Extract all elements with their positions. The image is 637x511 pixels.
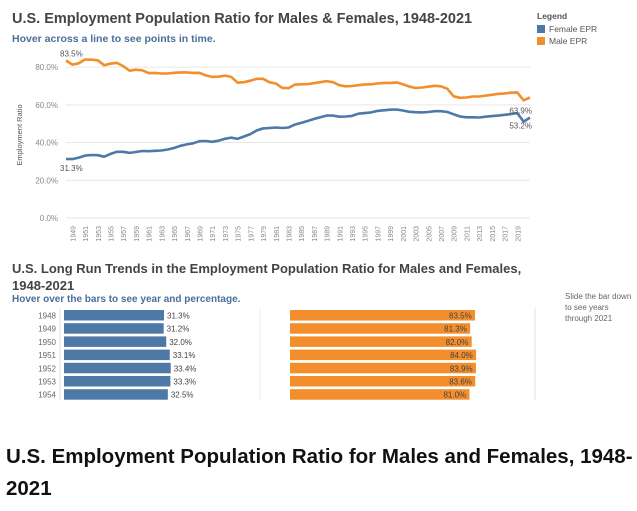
legend-label-male: Male EPR — [549, 36, 588, 46]
x-tick-label: 1957 — [121, 226, 128, 242]
female-bar — [64, 376, 171, 387]
data-label: 63.9% — [509, 106, 532, 115]
x-tick-label: 1999 — [388, 226, 395, 242]
female-bar-label: 32.0% — [169, 338, 192, 347]
x-tick-label: 2017 — [503, 226, 510, 242]
male-bar — [290, 389, 470, 400]
female-bar — [64, 310, 164, 321]
figure-caption: U.S. Employment Population Ratio for Mal… — [6, 445, 633, 500]
male-bar-label: 82.0% — [446, 338, 469, 347]
x-tick-label: 1961 — [147, 226, 154, 242]
female-bar — [64, 323, 164, 334]
male-bar-label: 83.9% — [450, 364, 473, 373]
x-tick-label: 1985 — [299, 226, 306, 242]
y-tick-label: 0.0% — [40, 214, 58, 223]
male-bar — [290, 362, 476, 374]
slide-note: Slide the bar down to see years through … — [565, 292, 632, 323]
male-epr-line — [65, 58, 531, 102]
x-tick-label: 2019 — [515, 226, 522, 242]
male-bar-label: 84.0% — [450, 351, 473, 360]
bar-year-label: 1948 — [38, 312, 56, 321]
x-tick-label: 1971 — [210, 226, 217, 242]
line-chart-title: U.S. Employment Population Ratio for Mal… — [12, 11, 473, 27]
x-tick-label: 1967 — [185, 226, 192, 242]
x-tick-label: 1949 — [70, 226, 77, 242]
x-tick-label: 2005 — [426, 226, 433, 242]
line-chart-subtitle: Hover across a line to see points in tim… — [12, 33, 216, 45]
female-bar — [64, 336, 167, 347]
y-tick-label: 40.0% — [35, 139, 58, 148]
male-bar — [290, 376, 476, 387]
x-tick-label: 2011 — [464, 226, 471, 241]
legend-label-female: Female EPR — [549, 24, 598, 34]
legend: Legend Female EPR Male EPR — [537, 11, 597, 48]
female-bar — [64, 389, 168, 400]
bar-chart-title: U.S. Long Run Trends in the Employment P… — [12, 261, 522, 293]
x-tick-label: 1977 — [248, 226, 255, 242]
line-chart[interactable]: 0.0% 20.0% 40.0% 60.0% 80.0% Employment Ratio… — [0, 46, 560, 256]
legend-title: Legend — [537, 11, 568, 21]
x-tick-label: 1989 — [325, 226, 332, 242]
y-tick-label: 60.0% — [35, 101, 58, 110]
x-tick-label: 1975 — [236, 226, 243, 242]
male-bar-label: 81.0% — [443, 391, 466, 400]
x-tick-label: 1973 — [223, 226, 230, 242]
y-axis-label: Employment Ratio — [15, 104, 24, 165]
female-bar-label: 33.4% — [174, 364, 197, 373]
legend-item-male[interactable]: Male EPR — [537, 36, 597, 46]
female-bar-label: 32.5% — [171, 391, 194, 400]
female-epr-line — [65, 108, 531, 161]
data-label: 31.3% — [60, 164, 83, 173]
legend-item-female[interactable]: Female EPR — [537, 24, 597, 34]
bar-chart-subtitle: Hover over the bars to see year and perc… — [12, 294, 241, 305]
bar-year-label: 1951 — [38, 351, 56, 360]
bar-chart[interactable]: 1948 31.3% 83.5% 1949 31.2% 81.3% 1950 32.0% 82.… — [0, 308, 560, 400]
x-tick-label: 1955 — [108, 226, 115, 242]
x-tick-label: 2015 — [490, 226, 497, 242]
x-tick-label: 2007 — [439, 226, 446, 242]
x-tick-label: 1959 — [134, 226, 141, 242]
bar-year-label: 1952 — [38, 364, 56, 373]
data-label: 53.2% — [509, 122, 532, 131]
x-tick-label: 1953 — [96, 226, 103, 242]
x-tick-label: 1997 — [375, 226, 382, 242]
legend-swatch-male — [537, 37, 545, 45]
female-bar-label: 31.2% — [167, 325, 190, 334]
x-tick-label: 1993 — [350, 226, 357, 242]
male-bar-label: 81.3% — [444, 325, 467, 334]
y-tick-label: 20.0% — [35, 176, 58, 185]
bar-year-label: 1953 — [38, 378, 56, 387]
x-tick-label: 1981 — [274, 226, 281, 242]
bar-year-label: 1949 — [38, 325, 56, 334]
data-label: 83.5% — [60, 49, 83, 58]
male-bar — [290, 323, 471, 334]
male-bar — [290, 349, 477, 361]
x-tick-label: 1963 — [159, 226, 166, 242]
female-bar — [64, 362, 171, 374]
x-tick-label: 1969 — [197, 226, 204, 242]
x-tick-label: 2013 — [477, 226, 484, 242]
x-tick-label: 2001 — [401, 226, 408, 242]
female-bar-label: 33.1% — [173, 351, 196, 360]
x-tick-label: 1995 — [363, 226, 370, 242]
female-bar-label: 33.3% — [173, 378, 196, 387]
legend-swatch-female — [537, 25, 545, 33]
x-tick-label: 2003 — [414, 226, 421, 242]
x-tick-label: 1991 — [337, 226, 344, 242]
x-tick-label: 1951 — [83, 226, 90, 242]
x-tick-label: 1983 — [286, 226, 293, 242]
x-tick-label: 2009 — [452, 226, 459, 242]
male-bar — [290, 310, 475, 321]
x-tick-label: 1979 — [261, 226, 268, 242]
female-bar — [64, 349, 170, 361]
male-bar-label: 83.6% — [449, 378, 472, 387]
x-tick-label: 1965 — [172, 226, 179, 242]
female-bar-label: 31.3% — [167, 312, 190, 321]
bar-year-label: 1954 — [38, 391, 56, 400]
x-tick-label: 1987 — [312, 226, 319, 242]
male-bar — [290, 336, 472, 347]
bar-year-label: 1950 — [38, 338, 56, 347]
y-tick-label: 80.0% — [35, 63, 58, 72]
male-bar-label: 83.5% — [449, 312, 472, 321]
